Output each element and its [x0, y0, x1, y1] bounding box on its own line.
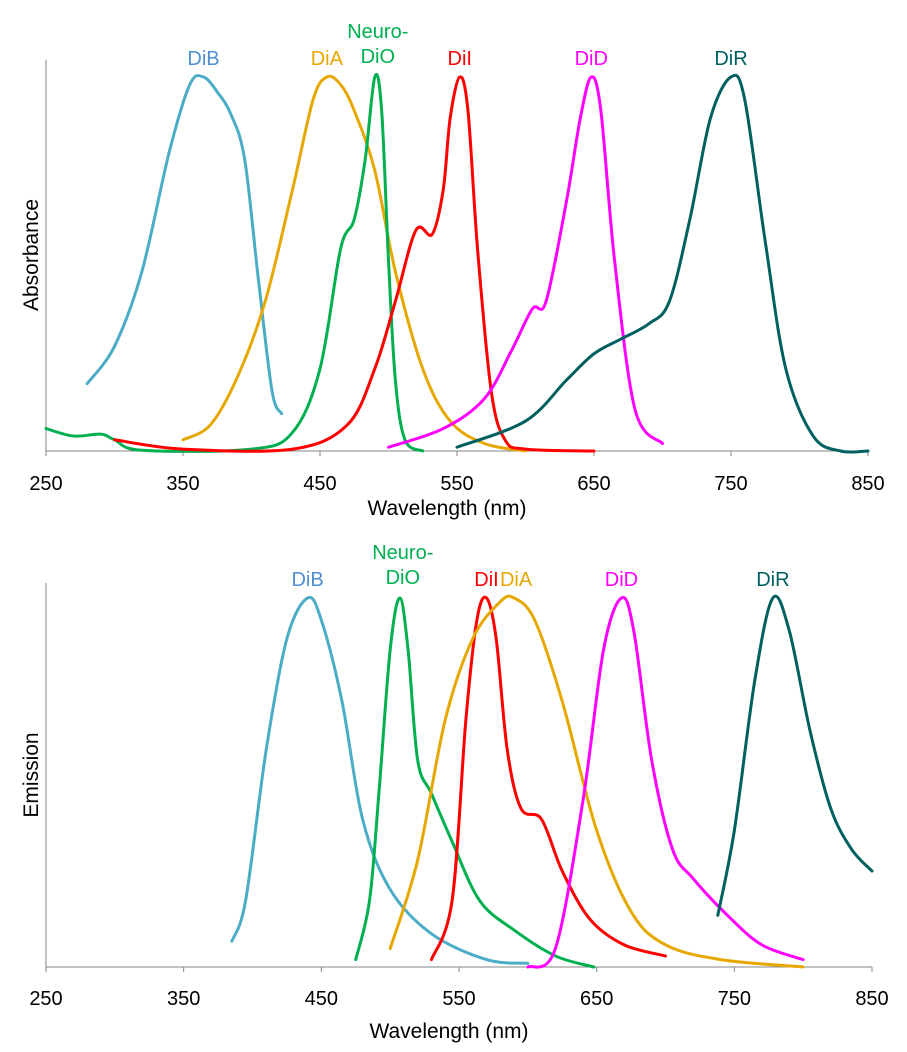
series-label: DiB	[187, 48, 219, 70]
series-label: DiR	[756, 569, 789, 591]
y-axis-label: Emission	[20, 732, 43, 817]
x-tick-label: 250	[29, 988, 62, 1010]
series-label: DiB	[291, 569, 323, 591]
x-tick-label: 250	[29, 473, 62, 495]
series-label: DiD	[575, 48, 608, 70]
series-line-did	[526, 595, 805, 969]
x-axis-label: Wavelength (nm)	[369, 1020, 528, 1043]
series-line-dir	[455, 73, 870, 454]
x-tick-label: 550	[440, 473, 473, 495]
x-tick-label: 750	[718, 988, 751, 1010]
series-label: DiO	[386, 567, 420, 589]
emission-chart: 250 350 450 550 650 750 850 Wavelength (nm) Emis…	[20, 542, 889, 1043]
x-tick-label: 750	[714, 473, 747, 495]
series-line-dia	[181, 74, 527, 453]
x-tick-label: 650	[577, 473, 610, 495]
x-tick-label: 550	[442, 988, 475, 1010]
series-line-dia	[388, 594, 805, 969]
series-line-did	[387, 75, 664, 449]
x-tick-label: 850	[855, 988, 888, 1010]
x-tick-label: 450	[303, 473, 336, 495]
absorbance-chart: 250 350 450 550 650 750 850 Wavelength (nm) Abso…	[20, 21, 885, 520]
x-axis-label: Wavelength (nm)	[367, 497, 526, 520]
series-label: DiD	[605, 569, 638, 591]
series-label: DiA	[500, 569, 533, 591]
x-tick-label: 350	[166, 473, 199, 495]
y-axis-label: Absorbance	[20, 199, 43, 311]
x-tick-label: 650	[580, 988, 613, 1010]
series-line-dii	[113, 75, 596, 453]
series-label: DiI	[448, 48, 472, 70]
series-label: DiO	[361, 46, 395, 68]
series-line-dii	[429, 595, 667, 962]
x-tick-label: 350	[167, 988, 200, 1010]
series-line-dib	[85, 74, 284, 416]
series-label: DiI	[474, 569, 498, 591]
series-label: DiA	[311, 48, 344, 70]
series-line-neuro-dio	[354, 596, 596, 969]
series-label: Neuro-	[372, 542, 433, 564]
series-label: DiR	[714, 48, 747, 70]
x-tick-label: 850	[851, 473, 884, 495]
series-line-dib	[230, 595, 530, 965]
series-line-dir	[716, 594, 874, 917]
series-label: Neuro-	[347, 21, 408, 43]
x-tick-label: 450	[305, 988, 338, 1010]
